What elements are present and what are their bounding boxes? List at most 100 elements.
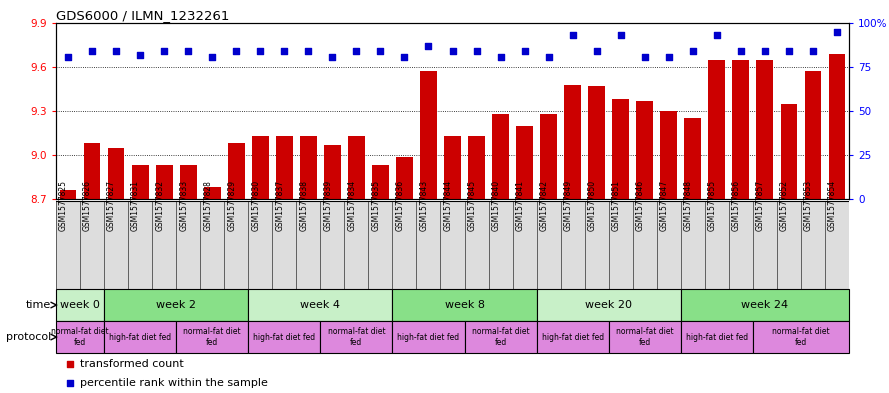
Bar	[392, 201, 416, 289]
Text: GDS6000 / ILMN_1232261: GDS6000 / ILMN_1232261	[56, 9, 229, 22]
Point	[781, 48, 796, 54]
Bar	[132, 165, 148, 199]
Bar	[200, 201, 224, 289]
Bar	[444, 136, 461, 199]
Point	[157, 48, 172, 54]
Point	[757, 48, 772, 54]
Bar	[585, 201, 609, 289]
Text: time: time	[26, 300, 52, 310]
Bar	[589, 86, 605, 199]
Text: GSM1577827: GSM1577827	[107, 180, 116, 231]
Bar	[517, 126, 533, 199]
Bar	[733, 60, 749, 199]
Bar	[685, 118, 701, 199]
Bar	[825, 201, 849, 289]
Bar	[320, 201, 344, 289]
Point	[63, 360, 77, 367]
Bar	[248, 201, 272, 289]
Text: high-fat diet fed: high-fat diet fed	[685, 332, 748, 342]
Text: GSM1577830: GSM1577830	[252, 180, 260, 231]
Point	[517, 48, 532, 54]
Point	[229, 48, 244, 54]
Point	[637, 53, 652, 60]
Point	[325, 53, 340, 60]
Bar	[396, 156, 412, 199]
Text: GSM1577844: GSM1577844	[444, 180, 453, 231]
Bar	[392, 321, 465, 353]
Bar	[104, 201, 128, 289]
Bar	[537, 289, 681, 321]
Bar	[805, 72, 821, 199]
Text: GSM1577826: GSM1577826	[83, 180, 92, 231]
Bar	[416, 201, 440, 289]
Text: GSM1577828: GSM1577828	[204, 180, 212, 231]
Bar	[176, 321, 248, 353]
Text: protocol: protocol	[6, 332, 52, 342]
Text: normal-fat diet
fed: normal-fat diet fed	[183, 327, 241, 347]
Bar	[252, 136, 268, 199]
Point	[733, 48, 748, 54]
Bar	[368, 201, 392, 289]
Bar	[60, 190, 76, 199]
Bar	[705, 201, 729, 289]
Bar	[681, 289, 849, 321]
Bar	[613, 99, 629, 199]
Bar	[372, 165, 388, 199]
Text: GSM1577832: GSM1577832	[156, 180, 164, 231]
Bar	[801, 201, 825, 289]
Point	[709, 32, 724, 39]
Bar	[180, 165, 196, 199]
Point	[133, 51, 148, 58]
Bar	[757, 60, 773, 199]
Point	[541, 53, 556, 60]
Text: GSM1577833: GSM1577833	[180, 180, 188, 231]
Point	[61, 53, 76, 60]
Bar	[465, 201, 489, 289]
Bar	[513, 201, 537, 289]
Text: GSM1577825: GSM1577825	[59, 180, 68, 231]
Point	[301, 48, 316, 54]
Bar	[753, 321, 849, 353]
Bar	[344, 201, 368, 289]
Text: GSM1577838: GSM1577838	[300, 180, 308, 231]
Text: GSM1577841: GSM1577841	[516, 180, 525, 231]
Bar	[248, 289, 392, 321]
Text: GSM1577849: GSM1577849	[564, 180, 573, 231]
Text: GSM1577840: GSM1577840	[492, 180, 501, 231]
Bar	[489, 201, 513, 289]
Text: high-fat diet fed: high-fat diet fed	[541, 332, 604, 342]
Bar	[709, 60, 725, 199]
Text: high-fat diet fed: high-fat diet fed	[253, 332, 316, 342]
Text: GSM1577842: GSM1577842	[540, 180, 549, 231]
Text: GSM1577847: GSM1577847	[660, 180, 669, 231]
Text: GSM1577855: GSM1577855	[708, 180, 717, 231]
Text: week 24: week 24	[741, 300, 789, 310]
Bar	[681, 201, 705, 289]
Bar	[104, 289, 248, 321]
Bar	[204, 187, 220, 199]
Bar	[681, 321, 753, 353]
Bar	[128, 201, 152, 289]
Bar	[324, 145, 340, 199]
Text: normal-fat diet
fed: normal-fat diet fed	[773, 327, 829, 347]
Text: week 20: week 20	[585, 300, 632, 310]
Text: week 0: week 0	[60, 300, 100, 310]
Text: GSM1577836: GSM1577836	[396, 180, 404, 231]
Text: GSM1577850: GSM1577850	[588, 180, 597, 231]
Point	[445, 48, 460, 54]
Point	[373, 48, 388, 54]
Text: GSM1577829: GSM1577829	[228, 180, 236, 231]
Point	[205, 53, 220, 60]
Bar	[272, 201, 296, 289]
Text: GSM1577835: GSM1577835	[372, 180, 380, 231]
Text: normal-fat diet
fed: normal-fat diet fed	[472, 327, 529, 347]
Text: week 4: week 4	[300, 300, 340, 310]
Point	[613, 32, 628, 39]
Bar	[561, 201, 585, 289]
Point	[661, 53, 676, 60]
Text: GSM1577834: GSM1577834	[348, 180, 356, 231]
Text: GSM1577851: GSM1577851	[612, 180, 621, 231]
Bar	[609, 321, 681, 353]
Point	[469, 48, 484, 54]
Bar	[469, 136, 485, 199]
